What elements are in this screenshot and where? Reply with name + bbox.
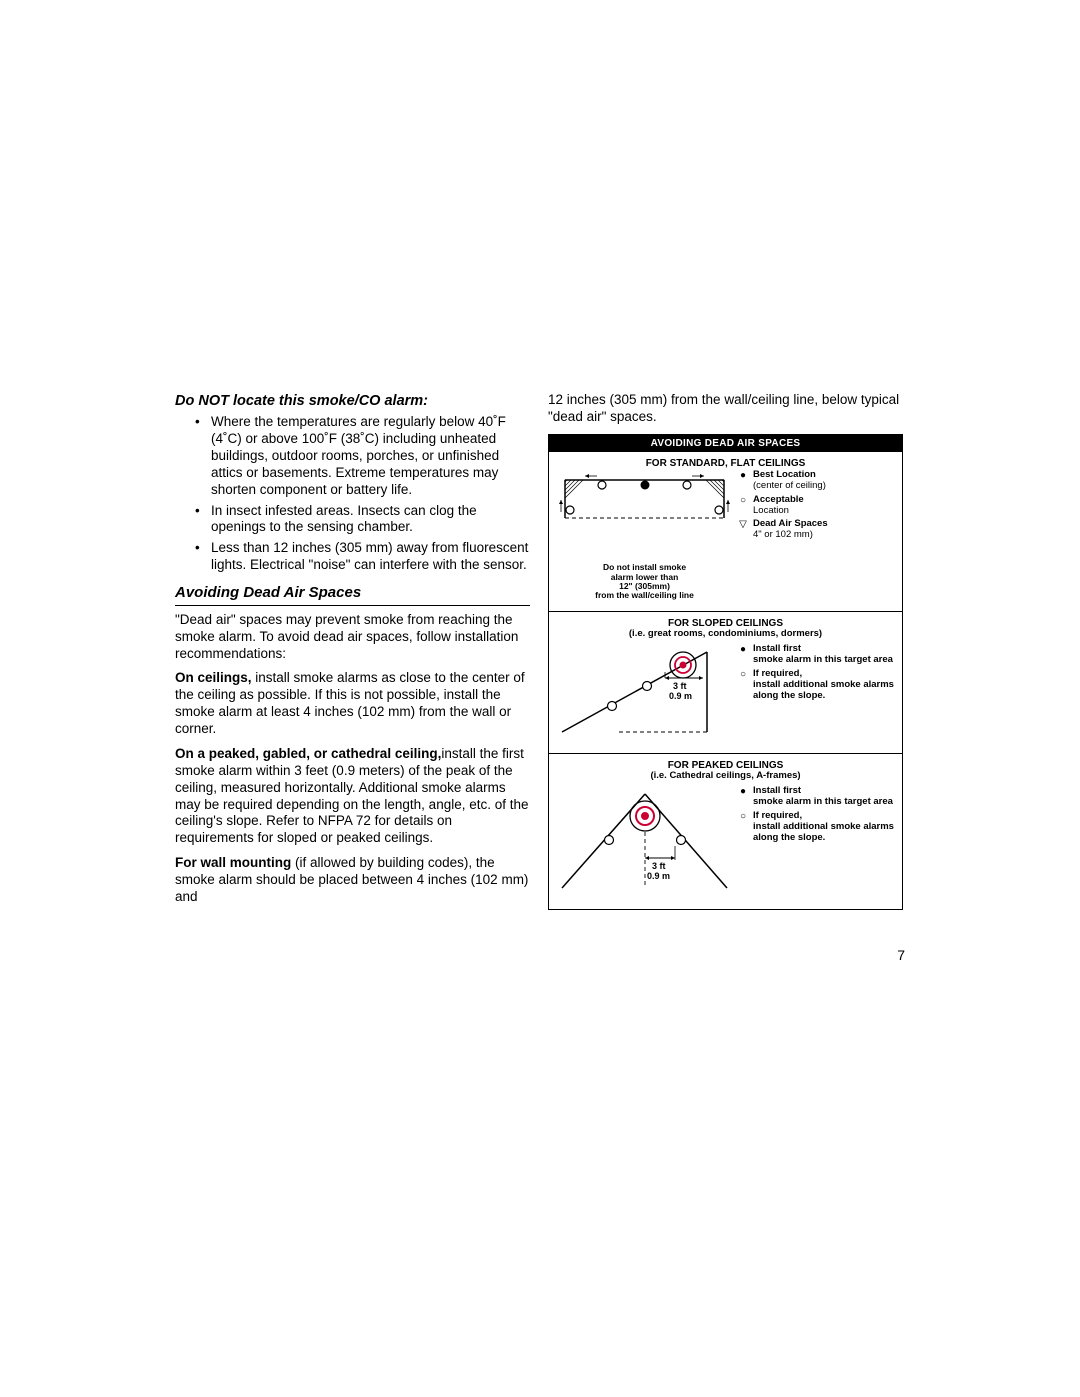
flat-caption: Do not install smoke alarm lower than 12… xyxy=(557,563,732,600)
legend-row: ● Install firstsmoke alarm in this targe… xyxy=(738,644,894,666)
panel-flat: FOR STANDARD, FLAT CEILINGS xyxy=(549,452,902,610)
legend-row: ○ AcceptableLocation xyxy=(738,495,894,517)
flat-legend: ● Best Location(center of ceiling) ○ Acc… xyxy=(738,470,894,601)
do-not-locate-heading: Do NOT locate this smoke/CO alarm: xyxy=(175,392,530,410)
bullet-item: In insect infested areas. Insects can cl… xyxy=(211,503,530,537)
peaked-para: On a peaked, gabled, or cathedral ceilin… xyxy=(175,746,530,847)
panel-sloped-sub: (i.e. great rooms, condominiums, dormers… xyxy=(557,629,894,640)
panel-peaked: FOR PEAKED CEILINGS (i.e. Cathedral ceil… xyxy=(549,753,902,910)
if-required-icon: ○ xyxy=(738,670,748,680)
right-column: 12 inches (305 mm) from the wall/ceiling… xyxy=(548,392,903,914)
legend-row: ○ If required,install additional smoke a… xyxy=(738,811,894,844)
sloped-legend: ● Install firstsmoke alarm in this targe… xyxy=(738,644,894,743)
panel-peaked-sub: (i.e. Cathedral ceilings, A-frames) xyxy=(557,771,894,782)
dist-09m: 0.9 m xyxy=(669,691,692,701)
peaked-bold: On a peaked, gabled, or cathedral ceilin… xyxy=(175,746,441,761)
peaked-diagram-svg: 3 ft 0.9 m xyxy=(557,786,732,900)
panel-flat-heading: FOR STANDARD, FLAT CEILINGS xyxy=(557,458,894,470)
bullet-item: Where the temperatures are regularly bel… xyxy=(211,414,530,498)
intro-para: "Dead air" spaces may prevent smoke from… xyxy=(175,612,530,663)
flat-diagram-svg: Do not install smoke alarm lower than 12… xyxy=(557,470,732,601)
on-ceilings-bold: On ceilings, xyxy=(175,670,252,685)
panel-sloped: FOR SLOPED CEILINGS (i.e. great rooms, c… xyxy=(549,611,902,753)
peaked-legend: ● Install firstsmoke alarm in this targe… xyxy=(738,786,894,900)
best-location-icon: ● xyxy=(738,471,748,481)
legend-row: ▽ Dead Air Spaces4" or 102 mm) xyxy=(738,519,894,541)
svg-text:3 ft: 3 ft xyxy=(652,861,666,871)
page-number: 7 xyxy=(897,947,905,965)
bullet-item: Less than 12 inches (305 mm) away from f… xyxy=(211,540,530,574)
on-ceilings-para: On ceilings, install smoke alarms as clo… xyxy=(175,670,530,738)
diagram-box: AVOIDING DEAD AIR SPACES FOR STANDARD, F… xyxy=(548,434,903,911)
right-top-para: 12 inches (305 mm) from the wall/ceiling… xyxy=(548,392,903,426)
legend-row: ● Install firstsmoke alarm in this targe… xyxy=(738,786,894,808)
acceptable-icon: ○ xyxy=(738,496,748,506)
if-required-icon: ○ xyxy=(738,812,748,822)
install-first-icon: ● xyxy=(738,787,748,797)
left-column: Do NOT locate this smoke/CO alarm: Where… xyxy=(175,392,530,914)
svg-text:0.9 m: 0.9 m xyxy=(647,871,670,881)
install-first-icon: ● xyxy=(738,645,748,655)
legend-row: ○ If required,install additional smoke a… xyxy=(738,669,894,702)
diagram-title: AVOIDING DEAD AIR SPACES xyxy=(549,435,902,453)
do-not-bullets: Where the temperatures are regularly bel… xyxy=(175,414,530,574)
legend-row: ● Best Location(center of ceiling) xyxy=(738,470,894,492)
wall-mount-para: For wall mounting (if allowed by buildin… xyxy=(175,855,530,906)
avoiding-subheading: Avoiding Dead Air Spaces xyxy=(175,584,530,606)
dead-air-icon: ▽ xyxy=(738,520,748,530)
wall-mount-bold: For wall mounting xyxy=(175,855,291,870)
sloped-diagram-svg: 3 ft 0.9 m xyxy=(557,644,732,743)
dist-3ft: 3 ft xyxy=(673,681,687,691)
